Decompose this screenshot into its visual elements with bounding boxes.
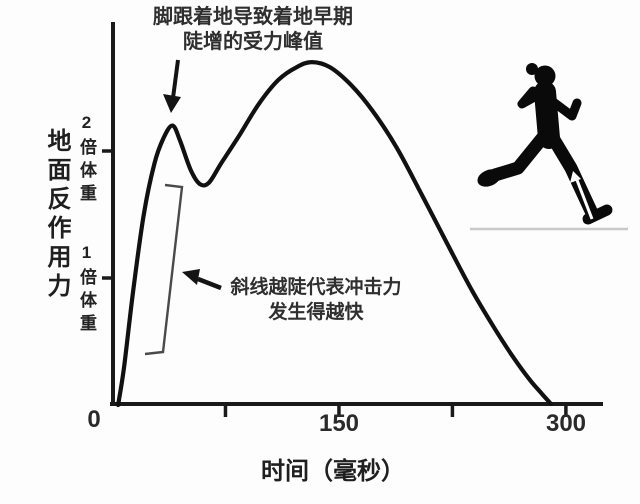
- y-tick-label-2bw: 2倍体重: [77, 113, 96, 207]
- x-axis-title: 时间（毫秒）: [261, 458, 405, 485]
- force-curve: [116, 60, 553, 408]
- y-tick-label-1bw: 1倍体重: [77, 243, 96, 337]
- runner-head: [534, 65, 556, 87]
- runner-silhouette: [470, 63, 628, 231]
- runner-back-leg: [488, 129, 551, 182]
- shin-force-arrow-icon: [570, 171, 594, 220]
- runner-rear-arm: [517, 86, 545, 109]
- slope-annotation-line2: 发生得越快: [268, 302, 364, 323]
- x-tick-label-0: 0: [87, 406, 101, 433]
- runner-hair-bun: [526, 63, 538, 75]
- y-axis-title: 地面反作用力: [43, 128, 70, 302]
- runner-front-arm: [543, 93, 582, 121]
- heel-strike-arrow-icon: [163, 59, 181, 113]
- slope-bracket: [144, 183, 184, 356]
- impact-peak-annotation-line2: 陡增的受力峰值: [183, 31, 323, 53]
- impact-peak-annotation: 脚跟着地导致着地早期 陡增的受力峰值: [128, 5, 378, 55]
- x-tick-label-150: 150: [318, 410, 360, 437]
- slope-annotation: 斜线越陡代表冲击力 发生得越快: [206, 275, 426, 325]
- slope-arrow-icon: [182, 269, 222, 291]
- axis-tick-marks: [102, 149, 568, 417]
- x-tick-label-300: 300: [545, 410, 587, 437]
- slope-annotation-line1: 斜线越陡代表冲击力: [230, 277, 402, 298]
- runner-back-shoe: [477, 169, 501, 187]
- impact-peak-annotation-line1: 脚跟着地导致着地早期: [153, 6, 353, 28]
